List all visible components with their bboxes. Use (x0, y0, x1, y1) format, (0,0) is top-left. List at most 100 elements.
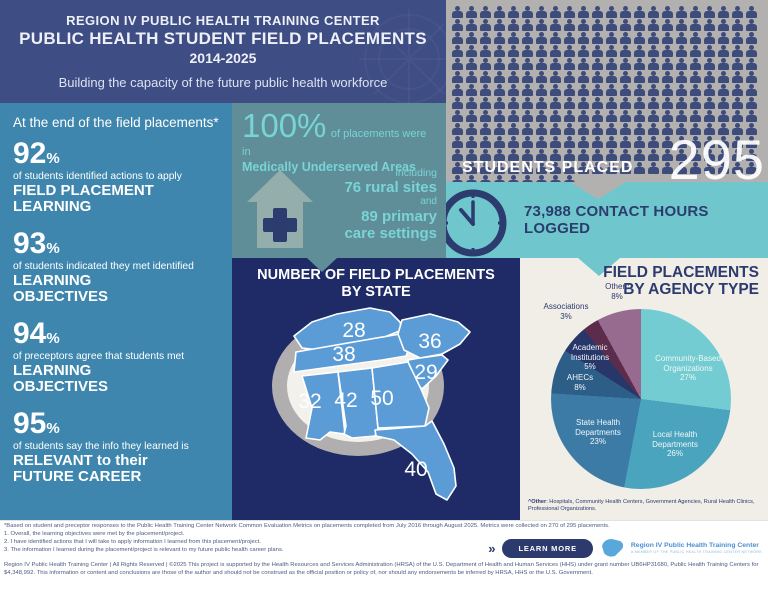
state-value-georgia: 50 (370, 387, 393, 410)
person-icon (522, 32, 536, 45)
person-icon (620, 149, 634, 162)
person-icon (480, 58, 494, 71)
underserved-panel: 100% of placements were in Medically Und… (232, 103, 446, 258)
person-icon (508, 123, 522, 136)
contact-hours-label: 73,988 CONTACT HOURS LOGGED (524, 203, 709, 237)
person-icon (494, 19, 508, 32)
person-icon (466, 162, 480, 175)
person-icon (592, 58, 606, 71)
state-value-north-carolina: 36 (418, 330, 441, 353)
person-icon (704, 149, 718, 162)
person-icon (536, 58, 550, 71)
person-icon (648, 110, 662, 123)
person-icon (620, 84, 634, 97)
person-icon (522, 84, 536, 97)
person-icon (746, 110, 760, 123)
person-icon (704, 19, 718, 32)
person-icon (648, 71, 662, 84)
person-icon (578, 19, 592, 32)
person-icon (606, 6, 620, 19)
person-icon (508, 6, 522, 19)
person-icon (536, 97, 550, 110)
person-icon (578, 162, 592, 175)
person-icon (536, 19, 550, 32)
person-icon (690, 71, 704, 84)
placements-by-state-panel: NUMBER OF FIELD PLACEMENTS BY STATE 28 3… (232, 258, 520, 520)
person-icon (620, 19, 634, 32)
person-icon (746, 84, 760, 97)
stat-learning-objectives-preceptors: 94% of preceptors agree that students me… (13, 318, 222, 396)
person-icon (536, 84, 550, 97)
person-icon (564, 19, 578, 32)
person-icon (634, 19, 648, 32)
person-icon (662, 45, 676, 58)
stat-value: 93 (13, 226, 47, 260)
stat-desc: of students say the info they learned is (13, 440, 189, 452)
person-icon (522, 110, 536, 123)
person-icon (592, 162, 606, 175)
person-icon (494, 71, 508, 84)
person-icon (592, 136, 606, 149)
pie-label-other: Other^ 8% (605, 282, 629, 301)
person-icon (648, 149, 662, 162)
person-icon (550, 175, 564, 182)
person-icon (676, 58, 690, 71)
person-icon (732, 149, 746, 162)
learn-more-button[interactable]: LEARN MORE (502, 538, 593, 558)
person-icon (452, 32, 466, 45)
person-icon (704, 97, 718, 110)
person-icon (466, 45, 480, 58)
person-icon (690, 162, 704, 175)
header-subtitle: Building the capacity of the future publ… (58, 75, 388, 90)
person-icon (634, 123, 648, 136)
person-icon (704, 6, 718, 19)
stat-desc: of preceptors agree that students met (13, 350, 185, 362)
state-value-mississippi: 32 (298, 390, 321, 413)
header-line1: REGION IV PUBLIC HEALTH TRAINING CENTER (66, 13, 380, 28)
person-icon (746, 32, 760, 45)
person-icon (676, 32, 690, 45)
person-icon (718, 123, 732, 136)
person-icon (480, 149, 494, 162)
person-icon (480, 97, 494, 110)
pie-label-local-health: Local Health Departments 26% (652, 430, 698, 459)
person-icon (466, 84, 480, 97)
person-icon (550, 110, 564, 123)
person-icon (564, 32, 578, 45)
underserved-lead-line: 100% of placements were in (242, 107, 427, 158)
state-value-kentucky: 28 (342, 319, 365, 342)
person-icon (606, 32, 620, 45)
pie-label-community-based: Community-Based Organizations 27% (655, 354, 721, 383)
person-icon (536, 6, 550, 19)
person-icon (466, 97, 480, 110)
person-icon (606, 136, 620, 149)
person-icon (452, 84, 466, 97)
person-icon (634, 45, 648, 58)
person-icon (452, 162, 466, 175)
person-icon (718, 58, 732, 71)
person-icon (564, 123, 578, 136)
person-icon (648, 6, 662, 19)
person-icon (466, 6, 480, 19)
person-icon (732, 71, 746, 84)
person-icon (704, 162, 718, 175)
person-icon (536, 149, 550, 162)
person-icon (648, 97, 662, 110)
person-icon (718, 149, 732, 162)
person-icon (690, 110, 704, 123)
primary-care-count: 89 primary care settings (344, 207, 437, 243)
person-icon (494, 45, 508, 58)
person-icon (452, 45, 466, 58)
person-icon (704, 110, 718, 123)
stat-desc: of students indicated they met identifie… (13, 260, 194, 272)
person-icon (732, 97, 746, 110)
person-icon (634, 136, 648, 149)
down-arrow-green (307, 258, 337, 272)
agency-type-panel: FIELD PLACEMENTS BY AGENCY TYPE Other^ 8… (520, 258, 768, 520)
person-icon (746, 71, 760, 84)
person-icon (550, 6, 564, 19)
chevrons-icon[interactable]: » (488, 540, 496, 556)
region-iv-map: 28 38 36 29 32 42 50 40 (272, 307, 471, 501)
person-icon (606, 97, 620, 110)
person-icon (466, 58, 480, 71)
